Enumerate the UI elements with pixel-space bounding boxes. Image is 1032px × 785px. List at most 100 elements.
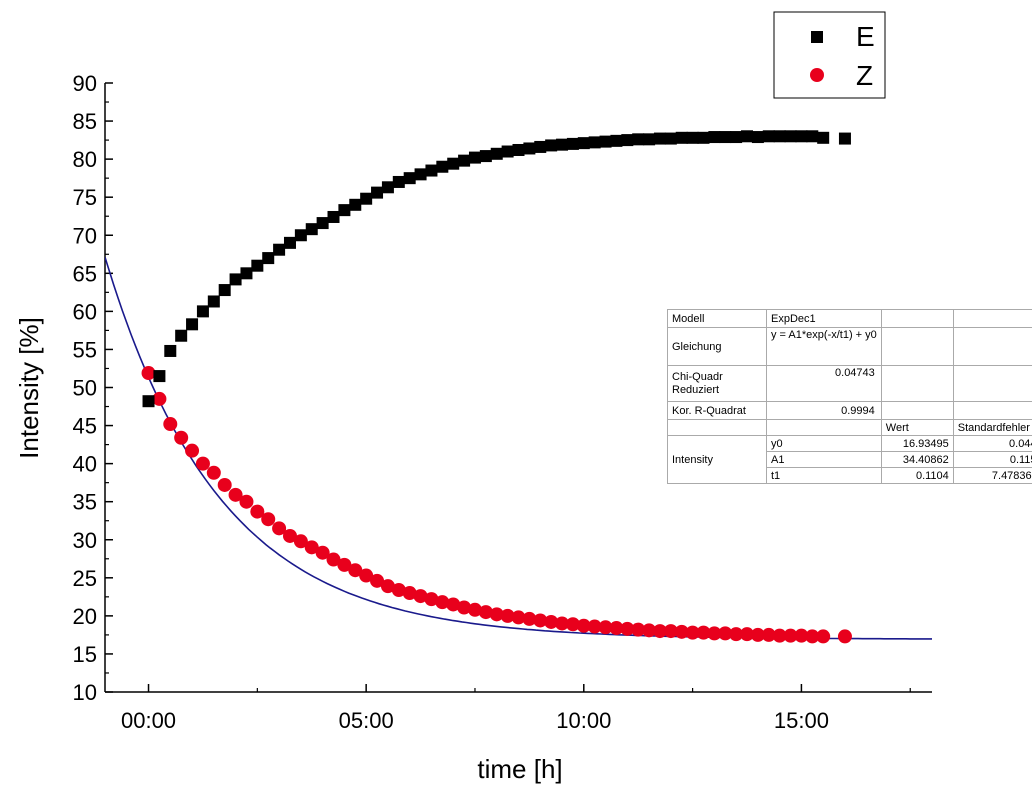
y-tick-label: 60 bbox=[73, 299, 97, 324]
data-point-z bbox=[663, 624, 678, 639]
table-value-a1: 34.40862 bbox=[880, 451, 954, 468]
data-point-z bbox=[761, 627, 776, 642]
data-point-z bbox=[261, 512, 276, 527]
data-point-e bbox=[175, 329, 188, 342]
data-point-z bbox=[489, 607, 504, 622]
y-tick-label: 15 bbox=[73, 642, 97, 667]
data-point-e bbox=[566, 137, 579, 150]
data-point-z bbox=[435, 595, 450, 610]
table-param-y0: y0 bbox=[766, 435, 882, 452]
table-value-y0: 16.93495 bbox=[880, 435, 954, 452]
data-point-z bbox=[293, 534, 308, 549]
data-point-z bbox=[380, 579, 395, 594]
data-point-e bbox=[142, 395, 155, 408]
table-param-a1: A1 bbox=[766, 451, 882, 468]
data-point-z bbox=[467, 602, 482, 617]
data-point-z bbox=[370, 573, 385, 588]
data-point-e bbox=[283, 236, 296, 249]
data-point-z bbox=[206, 465, 221, 480]
data-point-z bbox=[740, 627, 755, 642]
data-point-z bbox=[696, 625, 711, 640]
table-r2-value: 0.9994 bbox=[766, 401, 882, 420]
data-point-z bbox=[620, 621, 635, 636]
data-point-z bbox=[587, 619, 602, 634]
x-tick-label: 00:00 bbox=[121, 708, 176, 733]
data-point-e bbox=[490, 147, 503, 160]
data-point-z bbox=[446, 597, 461, 612]
data-point-e bbox=[534, 140, 547, 153]
y-tick-label: 80 bbox=[73, 147, 97, 172]
data-point-z bbox=[348, 563, 363, 578]
table-group-label: Intensity bbox=[667, 435, 767, 484]
x-tick-label: 15:00 bbox=[774, 708, 829, 733]
data-point-z bbox=[250, 504, 265, 519]
data-point-z bbox=[217, 477, 232, 492]
data-point-z bbox=[555, 616, 570, 631]
data-point-z bbox=[315, 545, 330, 560]
table-model-value: ExpDec1 bbox=[766, 309, 882, 328]
y-tick-label: 50 bbox=[73, 376, 97, 401]
data-point-e bbox=[795, 130, 808, 143]
data-point-e bbox=[229, 273, 242, 286]
legend: E Z bbox=[773, 11, 886, 99]
data-point-e bbox=[621, 134, 634, 147]
data-point-e bbox=[610, 134, 623, 147]
data-point-e bbox=[643, 133, 656, 146]
fit-table-container: Modell ExpDec1 Gleichung y = A1*exp(-x/t… bbox=[667, 309, 1032, 484]
data-point-e bbox=[817, 131, 830, 144]
data-point-e bbox=[196, 305, 209, 318]
legend-box bbox=[773, 11, 886, 99]
data-point-z bbox=[424, 592, 439, 607]
data-point-e bbox=[349, 198, 362, 211]
x-tick-label: 10:00 bbox=[556, 708, 611, 733]
data-point-z bbox=[565, 617, 580, 632]
data-point-e bbox=[762, 130, 775, 143]
data-point-e bbox=[316, 217, 329, 230]
data-point-e bbox=[501, 145, 514, 158]
y-tick-label: 70 bbox=[73, 223, 97, 248]
table-equation-label: Gleichung bbox=[667, 327, 767, 366]
table-param-t1: t1 bbox=[766, 467, 882, 484]
x-tick-label: 05:00 bbox=[339, 708, 394, 733]
data-point-z bbox=[413, 589, 428, 604]
data-point-z bbox=[642, 623, 657, 638]
data-point-z bbox=[805, 629, 820, 644]
data-point-e bbox=[599, 135, 612, 148]
data-point-e bbox=[708, 131, 721, 144]
data-point-z bbox=[391, 582, 406, 597]
data-point-z bbox=[359, 568, 374, 583]
data-point-z bbox=[478, 605, 493, 620]
data-point-e bbox=[414, 168, 427, 181]
data-point-e bbox=[305, 223, 318, 236]
data-point-e bbox=[392, 175, 405, 188]
data-point-z bbox=[816, 629, 831, 644]
y-tick-label: 65 bbox=[73, 261, 97, 286]
data-point-e bbox=[403, 172, 416, 185]
data-point-z bbox=[685, 625, 700, 640]
data-point-e bbox=[686, 131, 699, 144]
data-point-e bbox=[806, 130, 819, 143]
data-point-z bbox=[511, 610, 526, 625]
y-axis-title: Intensity [%] bbox=[14, 317, 44, 459]
data-point-z bbox=[185, 443, 200, 458]
data-point-e bbox=[479, 150, 492, 163]
table-equation-value: y = A1*exp(-x/t1) + y0 bbox=[766, 327, 882, 366]
fit-results-table: Modell ExpDec1 Gleichung y = A1*exp(-x/t… bbox=[667, 309, 1032, 484]
data-point-z bbox=[598, 620, 613, 635]
y-tick-label: 85 bbox=[73, 109, 97, 134]
data-point-e bbox=[588, 136, 601, 149]
table-error-t1: 7.47836E-4 bbox=[952, 467, 1032, 484]
y-tick-label: 90 bbox=[73, 71, 97, 96]
data-point-z bbox=[631, 622, 646, 637]
table-model-label: Modell bbox=[667, 309, 767, 328]
data-point-e bbox=[523, 142, 536, 155]
data-point-e bbox=[653, 132, 666, 145]
table-error-header: Standardfehler bbox=[952, 419, 1032, 436]
data-point-e bbox=[436, 160, 449, 173]
table-r2-label: Kor. R-Quadrat bbox=[667, 401, 767, 420]
data-point-e bbox=[360, 192, 373, 205]
data-point-z bbox=[837, 629, 852, 644]
y-tick-label: 40 bbox=[73, 452, 97, 477]
data-point-e bbox=[207, 295, 220, 308]
x-axis-title: time [h] bbox=[477, 754, 562, 784]
